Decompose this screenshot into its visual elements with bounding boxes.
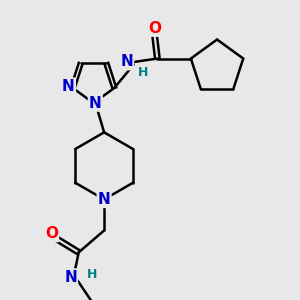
Text: N: N [98, 192, 110, 207]
Text: H: H [87, 268, 97, 281]
Text: N: N [89, 96, 102, 111]
Text: N: N [120, 54, 133, 69]
Text: N: N [62, 79, 75, 94]
Text: O: O [45, 226, 58, 241]
Text: N: N [64, 270, 77, 285]
Text: O: O [148, 21, 161, 36]
Text: H: H [138, 66, 148, 79]
